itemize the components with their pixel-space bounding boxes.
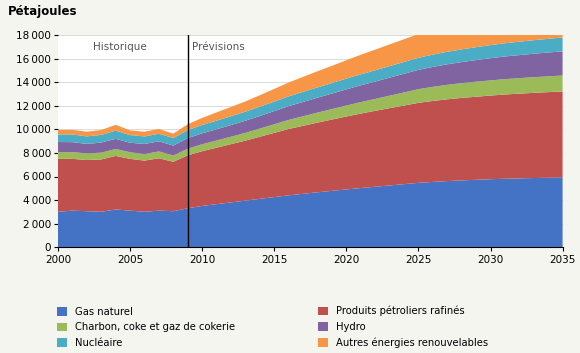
Text: Historique: Historique (93, 42, 147, 52)
Legend: Gas naturel, Charbon, coke et gaz de cokerie, Nucléaire: Gas naturel, Charbon, coke et gaz de cok… (57, 307, 235, 348)
Text: Pétajoules: Pétajoules (8, 5, 77, 18)
Legend: Produits pétroliers rafinés, Hydro, Autres énergies renouvelables: Produits pétroliers rafinés, Hydro, Autr… (318, 306, 488, 348)
Text: Prévisions: Prévisions (192, 42, 245, 52)
